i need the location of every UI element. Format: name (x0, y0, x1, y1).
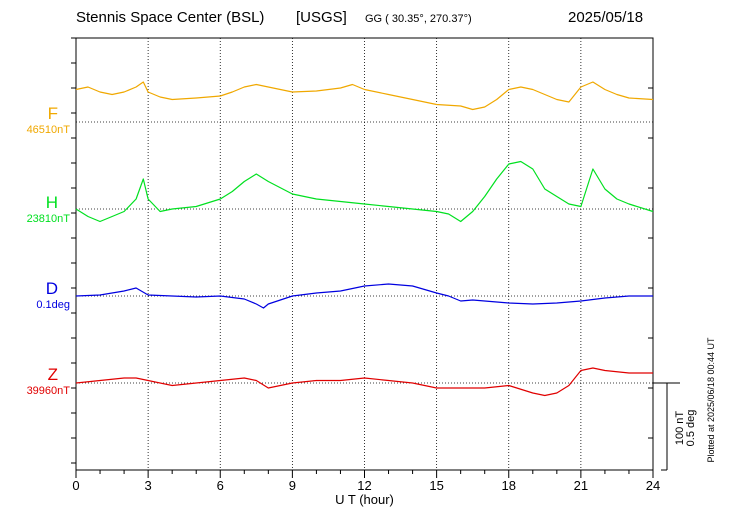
x-tick-label: 9 (289, 478, 296, 493)
component-letter: D (45, 279, 58, 298)
header-date: 2025/05/18 (568, 9, 644, 26)
component-f: F 46510nT (27, 105, 70, 137)
series-line-z (75, 367, 653, 397)
series-line-f (75, 81, 654, 111)
component-baseline: 23810nT (26, 213, 70, 225)
component-baseline: 0.1deg (36, 299, 70, 311)
x-axis-title: U T (hour) (335, 492, 394, 507)
plotted-note: Plotted at 2025/06/18 00:44 UT (706, 337, 716, 463)
component-letter: F (47, 104, 58, 123)
component-z: Z 39960nT (27, 366, 70, 398)
header-station: Stennis Space Center (BSL) (76, 9, 265, 26)
component-baseline: 39960nT (26, 385, 70, 397)
component-baseline: 46510nT (26, 124, 70, 136)
x-tick-label: 3 (145, 478, 152, 493)
component-letter: H (45, 193, 58, 212)
component-h: H 23810nT (27, 194, 70, 226)
x-tick-label: 18 (502, 478, 516, 493)
header-coords: GG ( 30.35°, 270.37°) (365, 13, 472, 25)
component-d: D 0.1deg (36, 280, 70, 312)
series-line-d (75, 283, 653, 309)
x-tick-label: 0 (72, 478, 79, 493)
header-network: [USGS] (296, 9, 347, 26)
x-tick-label: 15 (429, 478, 443, 493)
series-line-h (75, 160, 654, 223)
scale-label-nt: 100 nT (674, 411, 686, 446)
x-tick-label: 6 (217, 478, 224, 493)
x-tick-label: 12 (357, 478, 371, 493)
x-tick-label: 21 (574, 478, 588, 493)
scale-label-deg: 0.5 deg (685, 410, 697, 447)
x-tick-label: 24 (646, 478, 660, 493)
component-letter: Z (47, 365, 58, 384)
